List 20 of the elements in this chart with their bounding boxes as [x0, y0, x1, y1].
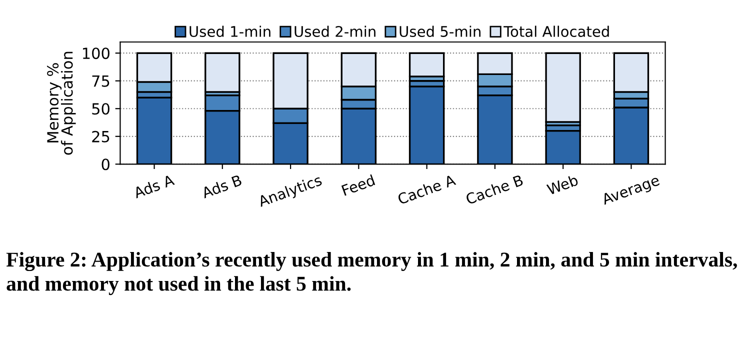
x-tick-label: Ads B — [200, 174, 242, 199]
y-tick-label: 100 — [83, 48, 110, 60]
legend-label: Total Allocated — [504, 26, 609, 38]
x-tick-label: Cache B — [465, 174, 524, 205]
bar — [408, 52, 445, 78]
legend-label: Used 1-min — [190, 26, 270, 38]
y-axis-title: Memory % of Application — [47, 52, 76, 155]
caption: Figure 2: Application’s recently used memory in 1 min, 2 min, and 5 min intervals, and memory not used in the last 5 min. — [6, 252, 737, 296]
bar — [545, 52, 581, 123]
legend-label: Used 5-min — [400, 26, 480, 38]
y-tick-label: 25 — [92, 130, 110, 142]
x-tick-label: Cache A — [396, 174, 456, 205]
bar — [204, 52, 240, 93]
y-tick-label: 0 — [102, 158, 110, 170]
y-tick-label: 75 — [92, 76, 110, 87]
x-tick-label: Feed — [341, 174, 376, 196]
legend-label: Used 2-min — [294, 26, 376, 38]
x-tick-label: Web — [546, 174, 579, 196]
y-tick-label: 50 — [92, 103, 110, 115]
x-tick-label: Ads A — [132, 174, 175, 199]
